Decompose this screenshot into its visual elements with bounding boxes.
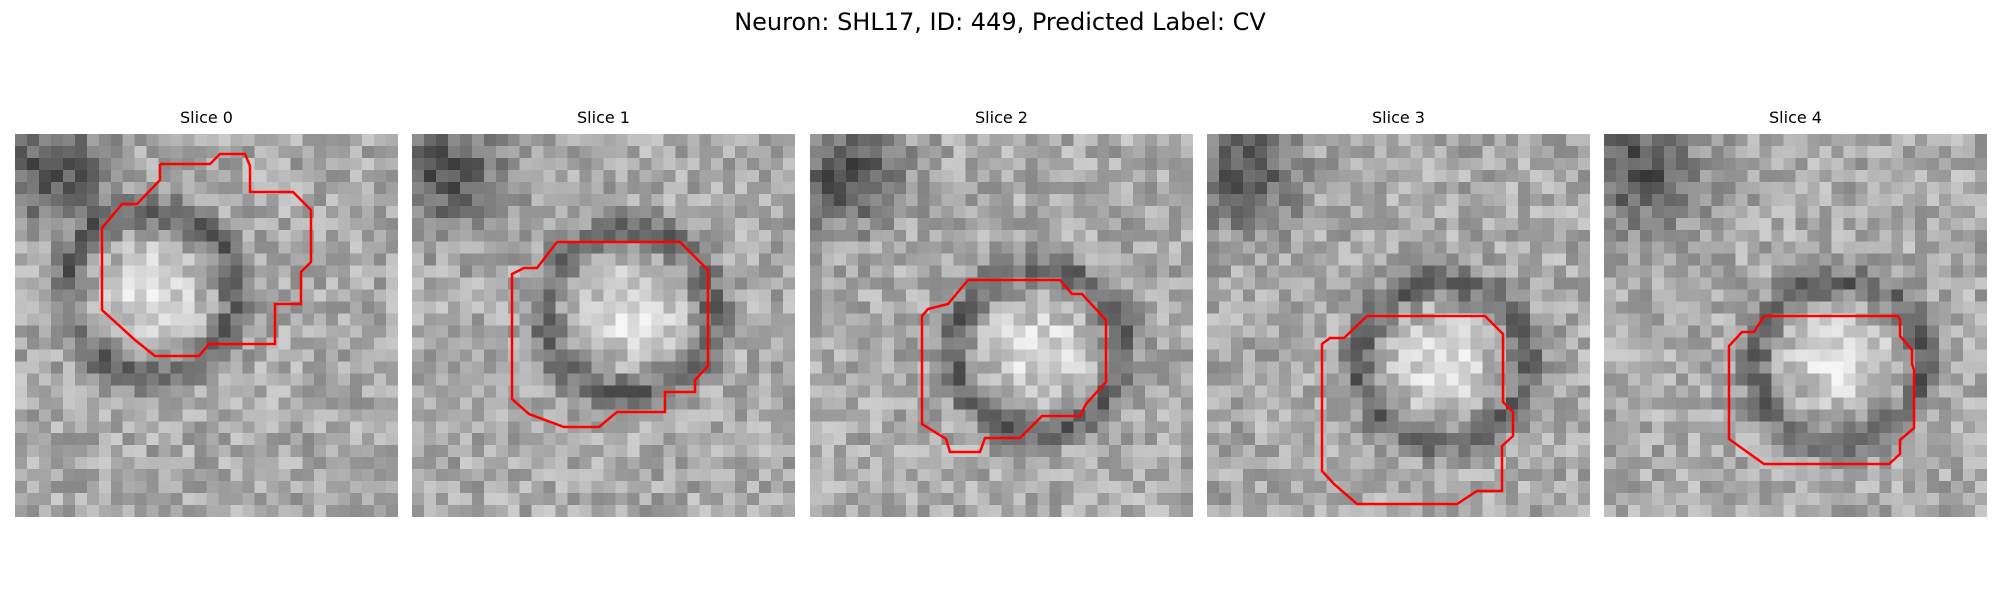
slice-title: Slice 2 [975, 108, 1028, 127]
slice-panel-2: Slice 2 [810, 108, 1193, 517]
segmentation-contour [920, 278, 1108, 454]
slice-panel-4: Slice 4 [1604, 108, 1987, 517]
slice-panel-0: Slice 0 [15, 108, 398, 517]
segmentation-contour [1727, 314, 1916, 466]
slice-image [1604, 134, 1987, 517]
slice-panel-1: Slice 1 [412, 108, 795, 517]
slice-image [15, 134, 398, 517]
slice-image [810, 134, 1193, 517]
segmentation-contour [510, 240, 710, 429]
slice-title: Slice 0 [180, 108, 233, 127]
microscopy-patch [15, 134, 398, 517]
slice-title: Slice 3 [1372, 108, 1425, 127]
slice-image [412, 134, 795, 517]
microscopy-patch [1207, 134, 1590, 517]
figure-title: Neuron: SHL17, ID: 449, Predicted Label:… [734, 8, 1266, 36]
microscopy-patch [810, 134, 1193, 517]
microscopy-patch [1604, 134, 1987, 517]
slice-panel-3: Slice 3 [1207, 108, 1590, 517]
segmentation-contour [100, 152, 313, 358]
segmentation-contour [1320, 314, 1515, 506]
microscopy-patch [412, 134, 795, 517]
slice-title: Slice 4 [1769, 108, 1822, 127]
slice-image [1207, 134, 1590, 517]
slice-title: Slice 1 [577, 108, 630, 127]
